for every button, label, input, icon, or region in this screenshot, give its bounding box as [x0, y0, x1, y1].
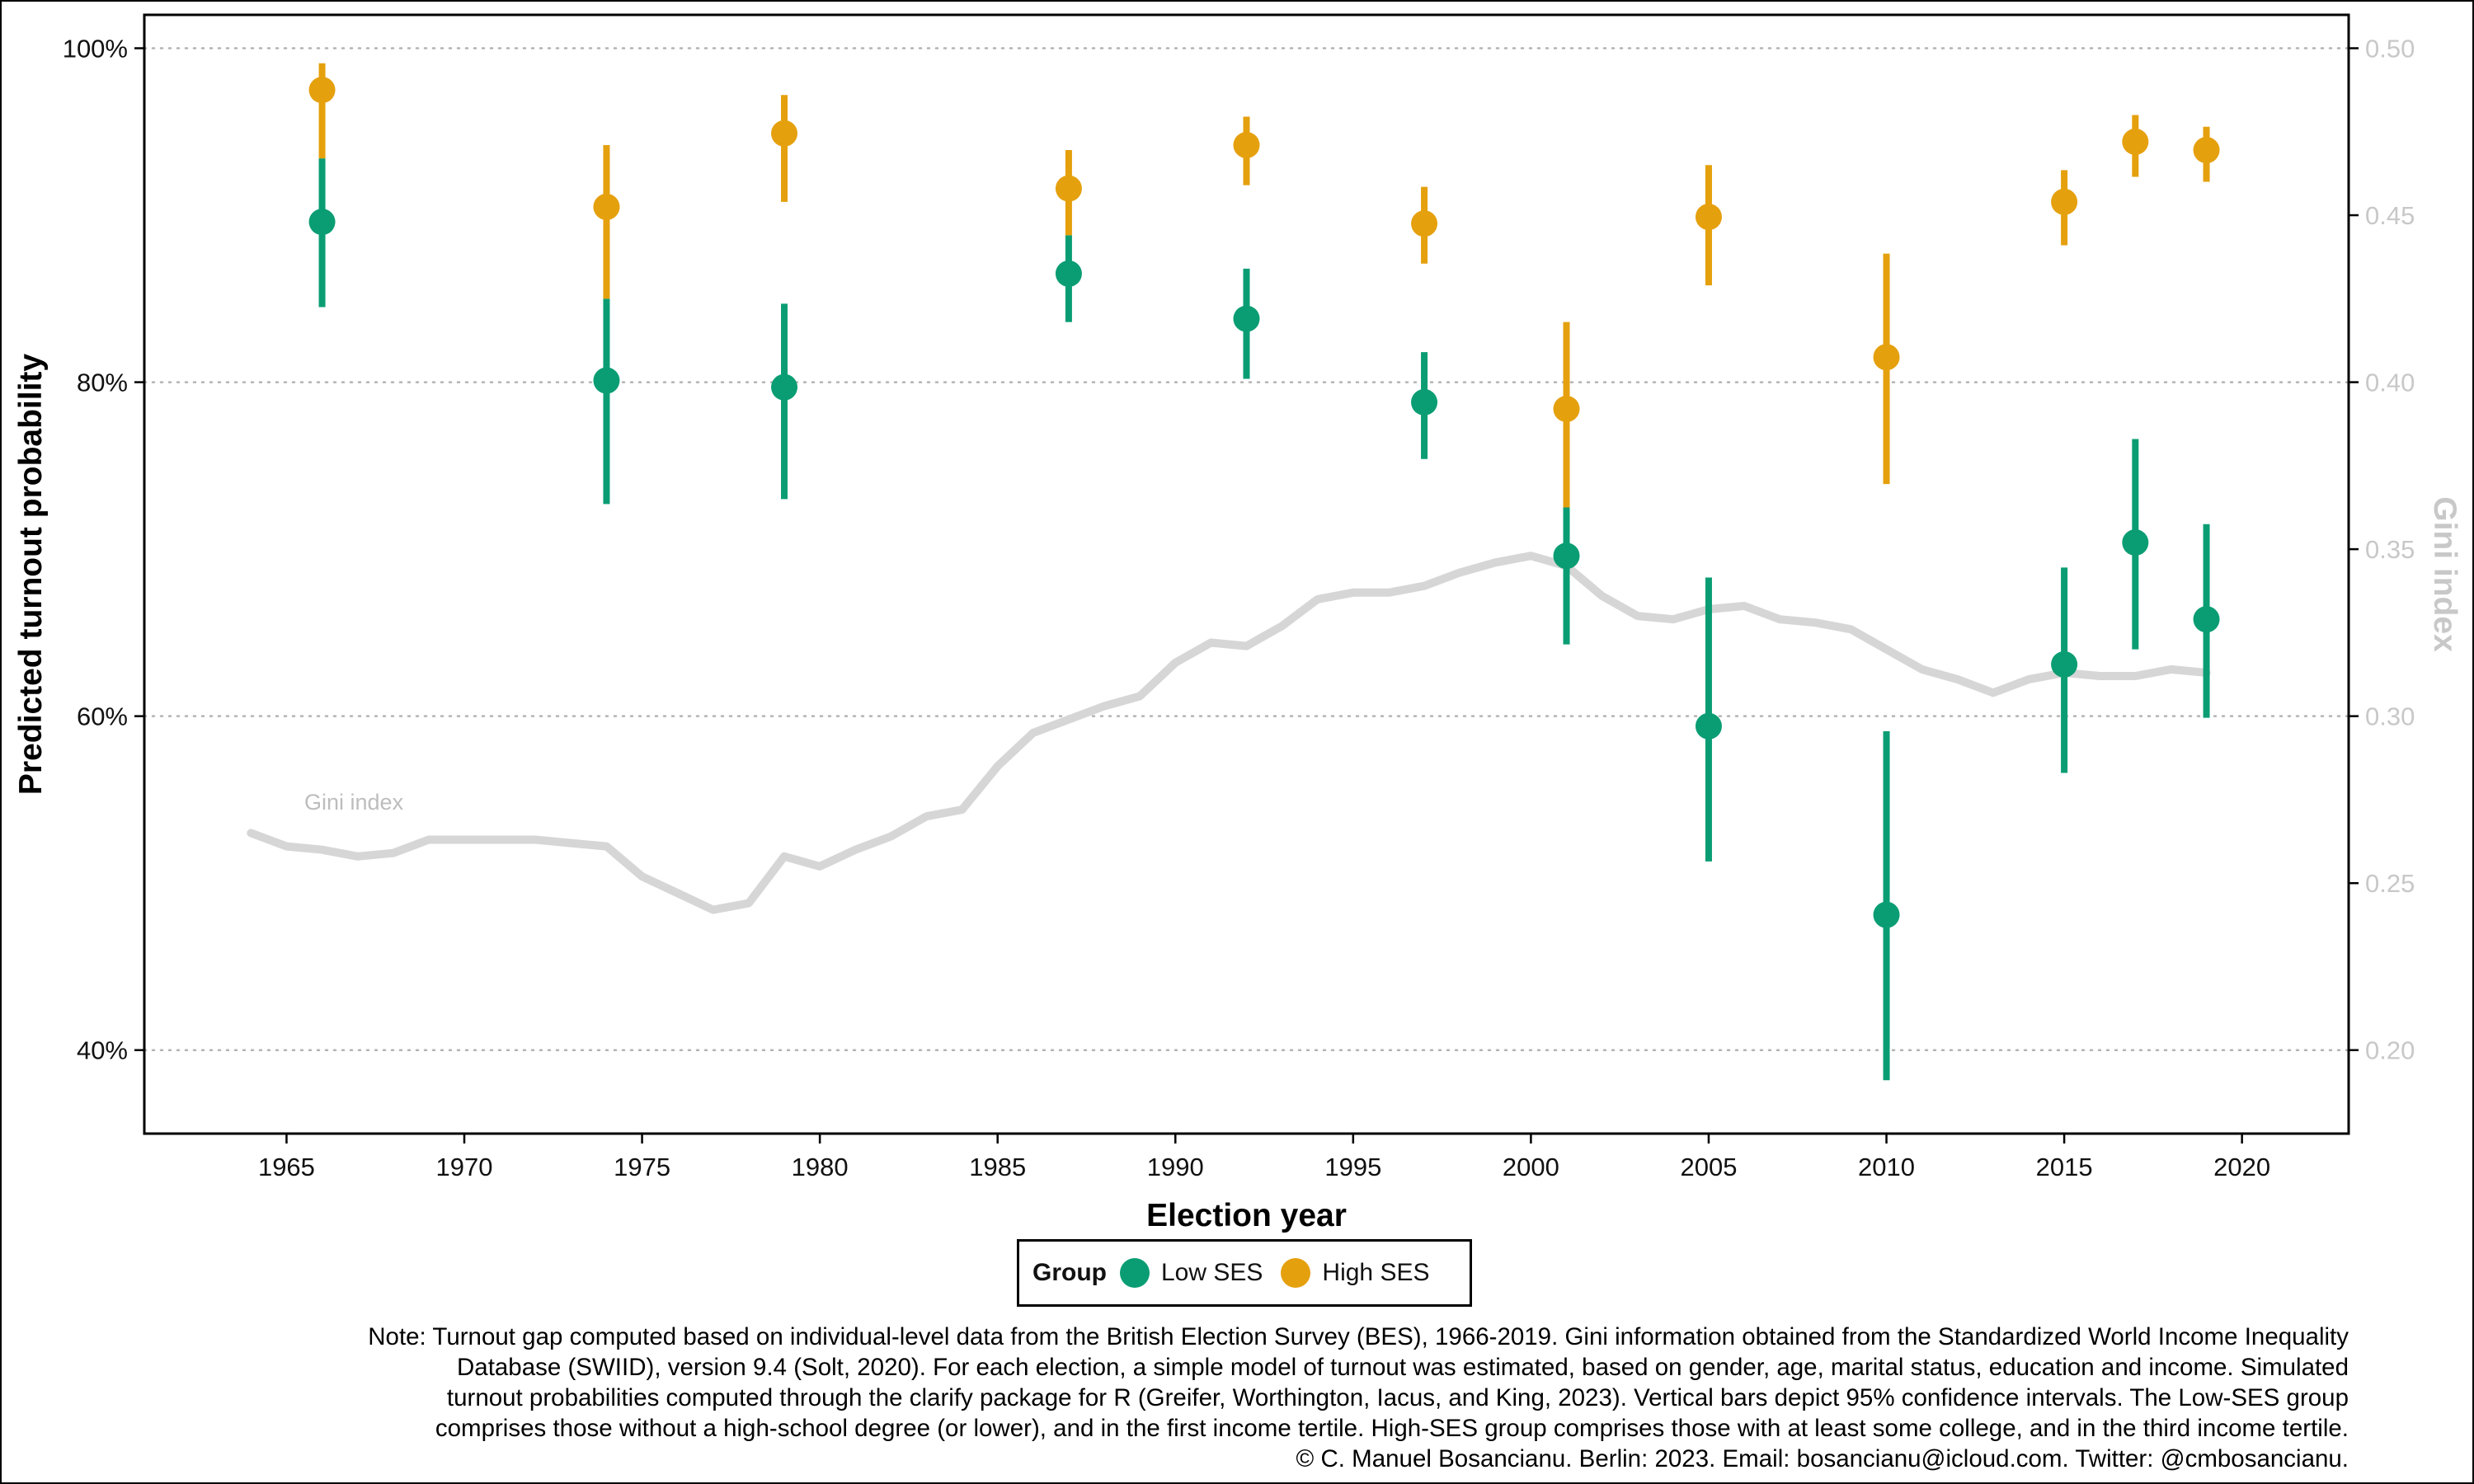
point-high-ses: [2193, 137, 2220, 164]
point-high-ses: [1055, 175, 1082, 202]
y-right-tick-label: 0.20: [2365, 1036, 2415, 1065]
point-high-ses: [2051, 188, 2078, 215]
point-low-ses: [1411, 388, 1438, 416]
y-tick-label: 80%: [77, 369, 128, 397]
point-low-ses: [1695, 712, 1722, 740]
y-right-tick-label: 0.25: [2365, 869, 2415, 898]
point-high-ses: [1233, 131, 1260, 158]
x-tick-label: 1975: [614, 1153, 670, 1181]
y-right-tick-label: 0.50: [2365, 35, 2415, 63]
x-tick-label: 1990: [1147, 1153, 1204, 1181]
y-tick-label: 60%: [77, 702, 128, 731]
y-right-tick-label: 0.35: [2365, 535, 2415, 564]
legend-label-low-ses: Low SES: [1161, 1259, 1263, 1286]
x-tick-label: 2005: [1680, 1153, 1737, 1181]
note-line: comprises those without a high-school de…: [435, 1415, 2349, 1442]
point-low-ses: [2193, 606, 2220, 633]
x-tick-label: 2000: [1503, 1153, 1559, 1181]
point-high-ses: [1411, 210, 1438, 237]
x-tick-label: 2010: [1858, 1153, 1915, 1181]
axes: 1965 1970 1975 1980 1985 1990 1995 2000 2005 2010…: [63, 35, 2415, 1181]
note-line: turnout probabilities computed through t…: [446, 1384, 2349, 1411]
x-tick-label: 1985: [969, 1153, 1026, 1181]
point-high-ses: [771, 120, 798, 147]
point-high-ses: [1553, 395, 1580, 422]
point-low-ses: [2051, 650, 2078, 678]
legend-key-low-ses: [1120, 1258, 1150, 1288]
y-right-tick-label: 0.30: [2365, 702, 2415, 731]
legend-label-high-ses: High SES: [1322, 1259, 1430, 1286]
x-axis-title: Election year: [1146, 1198, 1347, 1233]
point-high-ses: [308, 77, 336, 104]
point-low-ses: [308, 209, 336, 236]
gini-line: [247, 552, 2211, 914]
note-line: Database (SWIID), version 9.4 (Solt, 202…: [456, 1354, 2349, 1381]
point-low-ses: [1873, 901, 1900, 928]
y-tick-label: 100%: [63, 35, 128, 63]
legend: Group Low SES High SES: [1017, 1239, 1472, 1307]
point-high-ses: [1873, 344, 1900, 371]
point-high-ses: [593, 193, 620, 220]
point-low-ses: [1055, 260, 1082, 287]
y-right-tick-label: 0.45: [2365, 201, 2415, 230]
point-low-ses: [2122, 529, 2149, 556]
point-low-ses: [771, 373, 798, 401]
legend-title: Group: [1032, 1259, 1107, 1286]
note-line: Note: Turnout gap computed based on indi…: [368, 1323, 2349, 1350]
point-low-ses: [1233, 305, 1260, 332]
point-high-ses: [1695, 204, 1722, 231]
point-low-ses: [1553, 542, 1580, 570]
plot-panel-border: [143, 13, 2350, 1135]
y-axis-title: Predicted turnout probability: [13, 354, 49, 795]
note-line: © C. Manuel Bosancianu. Berlin: 2023. Em…: [1296, 1445, 2349, 1472]
y-right-tick-label: 0.40: [2365, 369, 2415, 397]
x-tick-label: 1995: [1324, 1153, 1381, 1181]
x-tick-label: 2020: [2213, 1153, 2270, 1181]
x-tick-label: 1970: [436, 1153, 493, 1181]
point-high-ses: [2122, 128, 2149, 155]
caption-note: Note: Turnout gap computed based on indi…: [122, 1322, 2349, 1474]
gridlines: [143, 47, 2350, 1051]
legend-key-high-ses: [1281, 1258, 1311, 1288]
y-tick-label: 40%: [77, 1036, 128, 1065]
series-layer: [308, 63, 2220, 1081]
x-tick-label: 1980: [792, 1153, 849, 1181]
gini-annotation: Gini index: [304, 790, 404, 815]
x-tick-label: 1965: [258, 1153, 315, 1181]
gini-layer: Gini index: [247, 552, 2211, 914]
x-tick-label: 2015: [2036, 1153, 2093, 1181]
y-axis-right-title: Gini index: [2427, 496, 2462, 652]
point-low-ses: [593, 367, 620, 394]
